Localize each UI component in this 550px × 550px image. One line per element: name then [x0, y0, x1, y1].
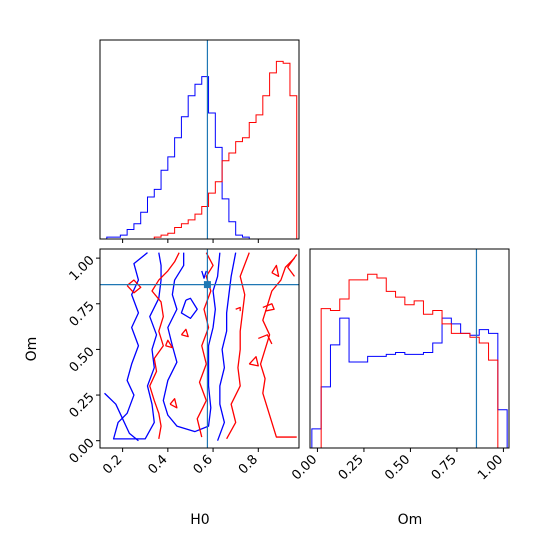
red-contour: [126, 279, 142, 294]
om-histogram-frame: [309, 248, 510, 449]
red-contour: [258, 334, 273, 345]
red-contour: [164, 339, 174, 349]
h0-histogram-series: [106, 60, 298, 240]
blue-contour: [180, 297, 198, 320]
red-contour: [180, 328, 189, 338]
om-histogram-series: [311, 273, 508, 449]
red-contour: [271, 264, 280, 278]
truth-marker: [203, 281, 211, 289]
om-blue-histogram: [311, 317, 508, 448]
h0-red-histogram: [106, 60, 298, 240]
red-contour: [149, 252, 180, 439]
red-contour: [262, 303, 275, 312]
red-contour: [259, 257, 297, 438]
h0-histogram-ticks: [122, 239, 259, 243]
red-contour: [287, 254, 298, 277]
red-contour: [169, 398, 178, 409]
contour-lines: [104, 252, 298, 442]
blue-contour: [162, 252, 221, 433]
red-contour: [248, 356, 259, 367]
om-y-axis-label: Om: [24, 337, 40, 362]
h0-histogram-frame: [99, 39, 300, 240]
om-x-axis-label: Om: [398, 512, 423, 528]
red-contour: [226, 252, 250, 440]
blue-contour: [112, 252, 162, 440]
contour-frame: [99, 248, 300, 449]
blue-contour: [216, 252, 237, 441]
om-red-histogram: [311, 273, 508, 449]
blue-contour: [104, 392, 139, 442]
h0-blue-histogram: [106, 76, 297, 240]
h0-axis-label: H0: [190, 512, 209, 528]
red-contour: [235, 306, 241, 312]
blue-contour: [201, 270, 207, 279]
h0-histogram-panel: [99, 39, 300, 243]
